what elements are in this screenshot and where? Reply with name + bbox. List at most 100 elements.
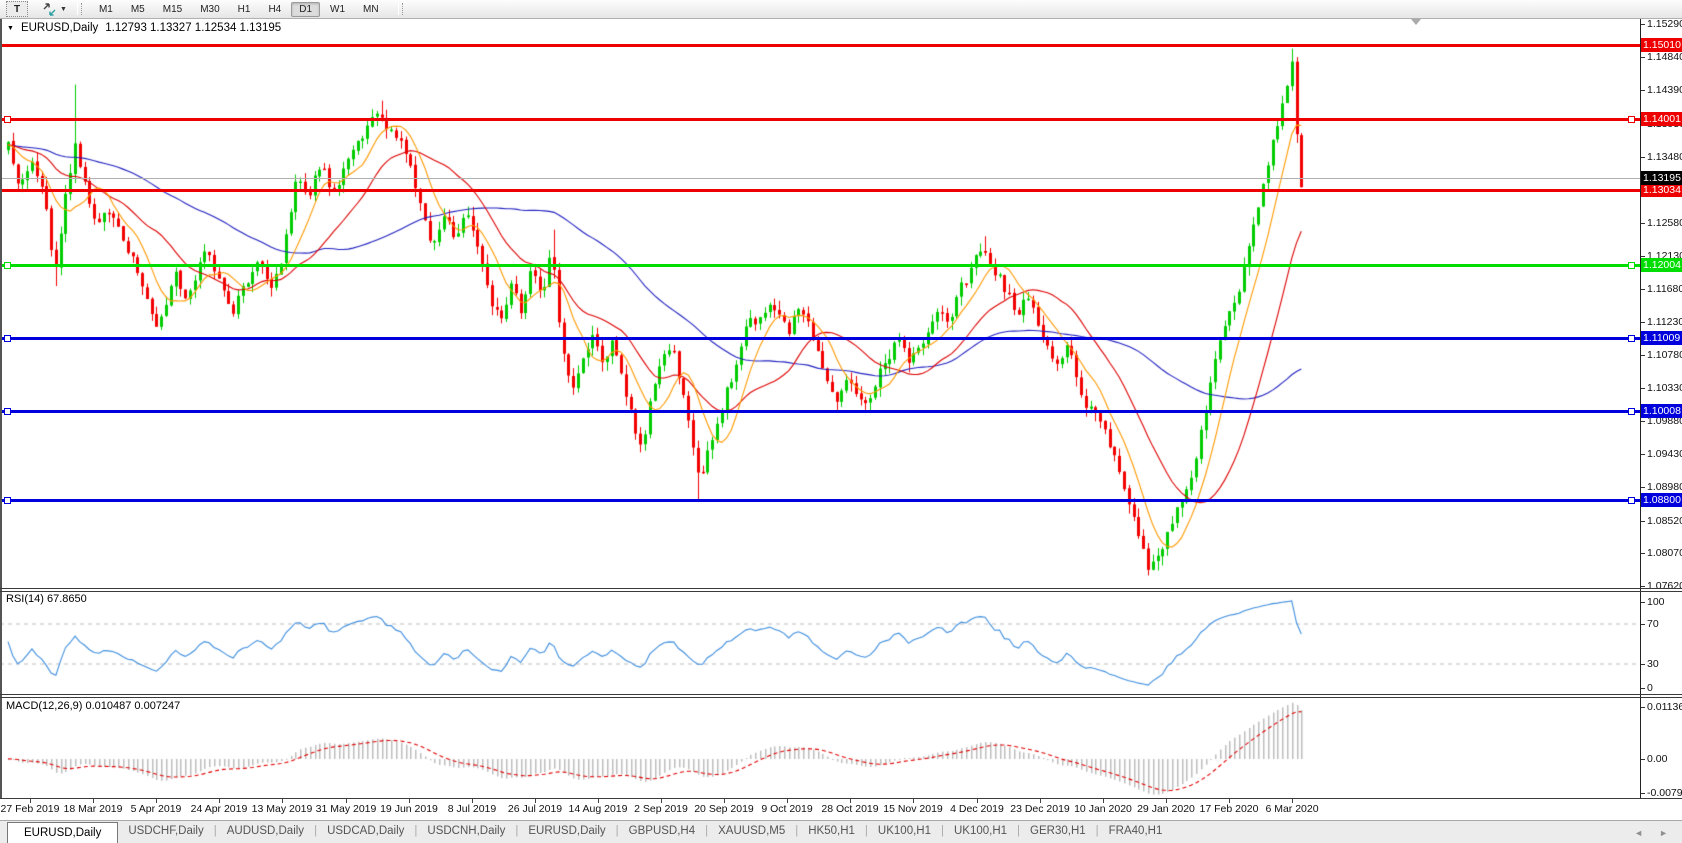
chart-tab[interactable]: AUDUSD,Daily bbox=[226, 825, 305, 837]
timeframe-button-m5[interactable]: M5 bbox=[130, 3, 145, 15]
chart-tab[interactable]: XAUUSD,M5 bbox=[718, 825, 786, 837]
chart-tab[interactable]: EURUSD,Daily bbox=[528, 825, 606, 837]
hline-handle-left[interactable] bbox=[4, 262, 11, 269]
timeframe-button-h4[interactable]: H4 bbox=[268, 3, 282, 15]
hline-1.14001[interactable] bbox=[1, 118, 1640, 121]
price-tick-label: 1.11230 bbox=[1647, 315, 1682, 328]
hline-handle-right[interactable] bbox=[1628, 262, 1635, 269]
date-label: 17 Feb 2020 bbox=[1199, 803, 1259, 815]
timeframe-button-h1[interactable]: H1 bbox=[237, 3, 251, 15]
hline-handle-right[interactable] bbox=[1628, 497, 1635, 504]
timeframe-button-group: M1 M5 M15 M30 H1 H4 D1 W1 MN bbox=[90, 1, 388, 17]
tab-separator: | bbox=[1095, 825, 1099, 837]
price-tick-mark bbox=[1640, 57, 1645, 59]
hline-handle-left[interactable] bbox=[4, 497, 11, 504]
macd-tick-mark bbox=[1640, 759, 1645, 760]
timeframe-button-mn[interactable]: MN bbox=[363, 3, 379, 15]
price-tick-mark bbox=[1640, 553, 1645, 555]
chart-tab[interactable]: HK50,H1 bbox=[808, 825, 855, 837]
toolbar-grip-end[interactable] bbox=[397, 3, 403, 15]
dropdown-caret-icon[interactable]: ▼ bbox=[60, 5, 67, 13]
chart-shift-marker[interactable] bbox=[1411, 19, 1421, 25]
chart-tab[interactable]: USDCHF,Daily bbox=[128, 825, 204, 837]
price-tick-label: 1.12580 bbox=[1647, 217, 1682, 230]
macd-splitter-top[interactable] bbox=[0, 694, 1682, 695]
date-label: 24 Apr 2019 bbox=[190, 803, 248, 815]
hline-1.13034[interactable] bbox=[1, 189, 1640, 192]
timeframe-button-m30[interactable]: M30 bbox=[200, 3, 220, 15]
date-label: 9 Oct 2019 bbox=[761, 803, 813, 815]
date-tick-mark bbox=[1040, 799, 1041, 803]
rsi-splitter-bottom[interactable] bbox=[0, 591, 1682, 592]
rsi-tick-mark bbox=[1640, 688, 1645, 689]
macd-tick-label: 0.011362 bbox=[1647, 701, 1682, 713]
price-tick-mark bbox=[1640, 486, 1645, 488]
toolbar-grip[interactable] bbox=[76, 3, 82, 15]
macd-splitter-bottom[interactable] bbox=[0, 697, 1682, 698]
hline-handle-right[interactable] bbox=[1628, 335, 1635, 342]
line-studies-button[interactable] bbox=[40, 2, 58, 16]
date-label: 13 May 2019 bbox=[251, 803, 313, 815]
hline-handle-left[interactable] bbox=[4, 408, 11, 415]
date-label: 4 Dec 2019 bbox=[950, 803, 1004, 815]
timeframe-button-m15[interactable]: M15 bbox=[162, 3, 183, 15]
chart-tab[interactable]: USDCNH,Daily bbox=[427, 825, 506, 837]
rsi-tick-label: 0 bbox=[1647, 682, 1653, 694]
chart-tab[interactable]: GER30,H1 bbox=[1030, 825, 1086, 837]
date-tick-mark bbox=[93, 799, 94, 803]
one-click-dropdown-icon[interactable]: ▼ bbox=[7, 24, 14, 32]
date-label: 2 Sep 2019 bbox=[634, 803, 688, 815]
rsi-panel-canvas[interactable] bbox=[0, 592, 1640, 694]
price-tick-label: 1.12130 bbox=[1647, 250, 1682, 263]
hline-1.10008[interactable] bbox=[1, 410, 1640, 413]
date-tick-mark bbox=[1292, 799, 1293, 803]
price-tick-label: 1.08520 bbox=[1647, 514, 1682, 527]
rsi-tick-label: 30 bbox=[1647, 658, 1659, 670]
chart-tab[interactable]: UK100,H1 bbox=[877, 825, 931, 837]
chart-tab[interactable]: FRA40,H1 bbox=[1108, 825, 1163, 837]
chart-tab[interactable]: UK100,H1 bbox=[953, 825, 1008, 837]
chart-tab-active[interactable]: EURUSD,Daily bbox=[7, 822, 119, 843]
date-tick-mark bbox=[219, 799, 220, 803]
tab-scroll-right-icon[interactable]: ► bbox=[1659, 827, 1668, 838]
date-tick-mark bbox=[30, 799, 31, 803]
symbol-period-label: EURUSD,Daily bbox=[20, 22, 99, 34]
date-label: 10 Jan 2020 bbox=[1074, 803, 1132, 815]
text-tool-button[interactable]: T bbox=[6, 1, 28, 17]
date-label: 28 Oct 2019 bbox=[821, 803, 879, 815]
hline-1.11009[interactable] bbox=[1, 337, 1640, 340]
date-tick-mark bbox=[724, 799, 725, 803]
main-chart-canvas[interactable] bbox=[0, 19, 1640, 588]
date-label: 6 Mar 2020 bbox=[1265, 803, 1319, 815]
rsi-splitter-top[interactable] bbox=[0, 588, 1682, 589]
date-tick-mark bbox=[913, 799, 914, 803]
timeframe-button-m1[interactable]: M1 bbox=[98, 3, 113, 15]
chart-tab[interactable]: GBPUSD,H4 bbox=[628, 825, 696, 837]
price-tick-mark bbox=[1640, 520, 1645, 522]
timeframe-button-d1[interactable]: D1 bbox=[291, 1, 321, 17]
hline-1.15010[interactable] bbox=[1, 44, 1640, 47]
price-tick-mark bbox=[1640, 24, 1645, 26]
hline-handle-left[interactable] bbox=[4, 116, 11, 123]
date-label: 27 Feb 2019 bbox=[0, 803, 60, 815]
hline-1.08800[interactable] bbox=[1, 499, 1640, 502]
hline-handle-left[interactable] bbox=[4, 335, 11, 342]
macd-panel-canvas[interactable] bbox=[0, 699, 1640, 798]
price-tick-mark bbox=[1640, 157, 1645, 159]
price-tick-mark bbox=[1640, 223, 1645, 225]
date-label: 5 Apr 2019 bbox=[130, 803, 182, 815]
tab-scroll-left-icon[interactable]: ◄ bbox=[1634, 827, 1644, 838]
hline-handle-right[interactable] bbox=[1628, 408, 1635, 415]
hline-handle-right[interactable] bbox=[1628, 116, 1635, 123]
date-tick-mark bbox=[661, 799, 662, 803]
date-tick-mark bbox=[346, 799, 347, 803]
ohlc-values: 1.12793 1.13327 1.12534 1.13195 bbox=[105, 22, 282, 34]
hline-1.12004[interactable] bbox=[1, 264, 1640, 267]
rsi-tick-mark bbox=[1640, 664, 1645, 665]
chart-title: ▼ EURUSD,Daily 1.12793 1.13327 1.12534 1… bbox=[7, 22, 281, 34]
price-level-label: 1.11009 bbox=[1641, 331, 1682, 345]
price-tick-label: 1.11680 bbox=[1647, 282, 1682, 295]
timeframe-button-w1[interactable]: W1 bbox=[330, 3, 346, 15]
chart-tab[interactable]: USDCAD,Daily bbox=[327, 825, 405, 837]
